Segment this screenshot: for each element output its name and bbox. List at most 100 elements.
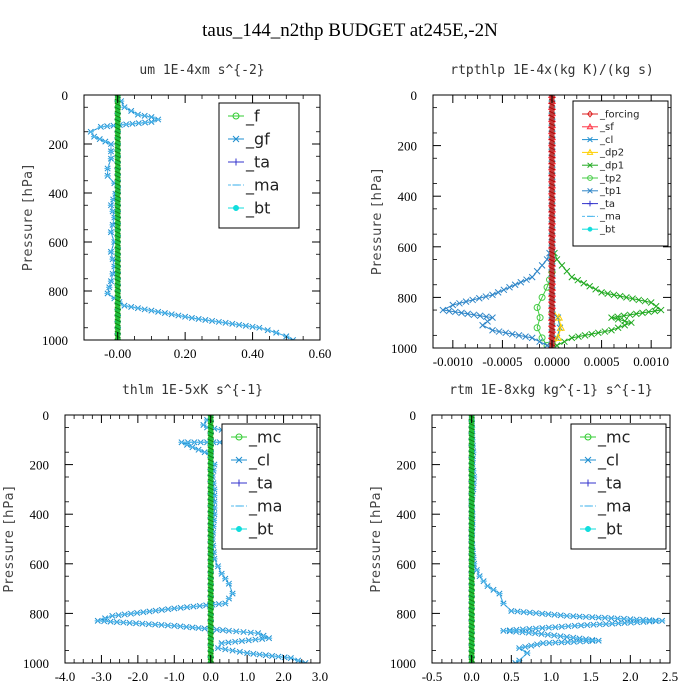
zero-band-mark xyxy=(114,158,121,163)
zero-band-mark xyxy=(548,230,556,235)
zero-band-mark xyxy=(468,494,475,499)
zero-band-mark xyxy=(114,194,121,199)
legend: _mc _cl _ta _ma _bt xyxy=(570,423,667,550)
x-tick-label: -3.0 xyxy=(91,669,112,684)
data-point xyxy=(528,273,536,281)
data-point xyxy=(522,333,529,340)
legend-marker xyxy=(232,112,240,120)
x-tick-label: -0.5 xyxy=(422,669,443,684)
zero-band-mark xyxy=(114,286,121,291)
zero-band-mark xyxy=(114,230,121,235)
zero-band-mark xyxy=(114,186,121,191)
zero-band-mark xyxy=(548,194,556,199)
zero-band-mark xyxy=(548,106,556,111)
zero-band-mark xyxy=(548,186,556,191)
series-dp1 xyxy=(548,243,665,348)
zero-band-mark xyxy=(207,522,214,527)
zero-band-mark xyxy=(207,530,214,535)
zero-band-mark xyxy=(468,582,475,587)
y-tick-label: 400 xyxy=(30,507,50,522)
data-point xyxy=(610,291,618,299)
zero-band-mark xyxy=(114,146,121,151)
zero-band-mark xyxy=(548,222,556,227)
zero-band-mark xyxy=(468,558,475,563)
y-tick-label: 400 xyxy=(49,186,69,201)
data-point xyxy=(511,281,519,289)
legend-label: _ma xyxy=(248,496,282,516)
legend-item: _mc xyxy=(580,427,630,447)
zero-band-mark xyxy=(468,470,475,475)
zero-band-mark xyxy=(207,434,214,439)
data-point xyxy=(616,292,624,300)
data-point xyxy=(614,315,622,323)
zero-band-mark xyxy=(207,570,214,575)
x-tick-label: 0.0 xyxy=(464,669,480,684)
data-point xyxy=(528,334,536,342)
data-point xyxy=(627,319,635,327)
data-point xyxy=(533,267,541,275)
legend-label: _mc xyxy=(248,427,281,447)
zero-band-mark xyxy=(548,254,556,259)
data-point xyxy=(629,295,636,303)
zero-band-mark xyxy=(114,214,121,219)
zero-band-mark xyxy=(468,590,475,595)
data-point xyxy=(533,304,541,312)
zero-band-mark xyxy=(114,134,121,139)
data-point xyxy=(494,288,502,296)
zero-band-mark xyxy=(468,442,475,447)
legend-label: _bt xyxy=(597,519,622,539)
zero-band-mark xyxy=(548,210,556,215)
data-point xyxy=(580,279,588,287)
zero-band-mark xyxy=(548,270,556,275)
data-point xyxy=(475,294,483,302)
zero-band-mark xyxy=(207,510,214,515)
legend-label: _tp1 xyxy=(599,186,622,197)
legend: _forcing _sf _cl _dp2 _dp1_tp2 _tp1 _ta _ma _bt xyxy=(572,100,669,247)
zero-band-mark xyxy=(207,594,214,599)
legend-marker xyxy=(232,158,240,166)
data-point xyxy=(484,318,491,325)
y-axis-label: Pressure [hPa] xyxy=(370,168,385,275)
data-point xyxy=(445,307,453,315)
zero-band-mark xyxy=(114,290,121,295)
zero-band-mark xyxy=(548,322,556,327)
x-tick-label: 2.0 xyxy=(622,669,638,684)
zero-band-mark xyxy=(468,618,475,623)
x-tick-label: 2.5 xyxy=(662,669,678,684)
legend-item: _gf xyxy=(228,129,270,149)
data-point xyxy=(647,299,655,306)
plot-area xyxy=(87,95,297,340)
zero-band-mark xyxy=(207,430,214,435)
legend-marker xyxy=(584,479,592,487)
x-tick-label: 0.0010 xyxy=(633,354,669,369)
x-tick-label: -2.0 xyxy=(128,669,149,684)
data-point xyxy=(598,288,605,296)
zero-band-mark xyxy=(114,254,121,259)
zero-band-mark xyxy=(548,142,556,147)
zero-band-mark xyxy=(207,490,214,495)
y-tick-label: 0 xyxy=(62,88,69,103)
data-point xyxy=(500,286,508,294)
zero-band-mark xyxy=(114,238,121,243)
zero-band xyxy=(115,95,121,340)
zero-band-mark xyxy=(468,478,475,483)
zero-band-mark xyxy=(468,646,475,651)
series-tp1 xyxy=(439,243,556,348)
zero-band-mark xyxy=(114,250,121,255)
zero-band-mark xyxy=(468,614,475,619)
data-point xyxy=(601,328,609,335)
data-point xyxy=(608,326,615,334)
zero-band-mark xyxy=(207,538,214,543)
zero-band-mark xyxy=(207,534,214,539)
zero-band-mark xyxy=(548,130,556,135)
zero-band-mark xyxy=(114,258,121,263)
zero-band-mark xyxy=(207,650,214,655)
data-point xyxy=(451,308,459,316)
legend-item: _cl xyxy=(580,450,619,470)
zero-band-mark xyxy=(207,446,214,451)
zero-band-mark xyxy=(114,142,121,147)
zero-band-mark xyxy=(114,278,121,283)
y-axis-label: Pressure [hPa] xyxy=(369,485,384,592)
x-tick-label: -4.0 xyxy=(55,669,76,684)
zero-band-mark xyxy=(207,426,214,431)
